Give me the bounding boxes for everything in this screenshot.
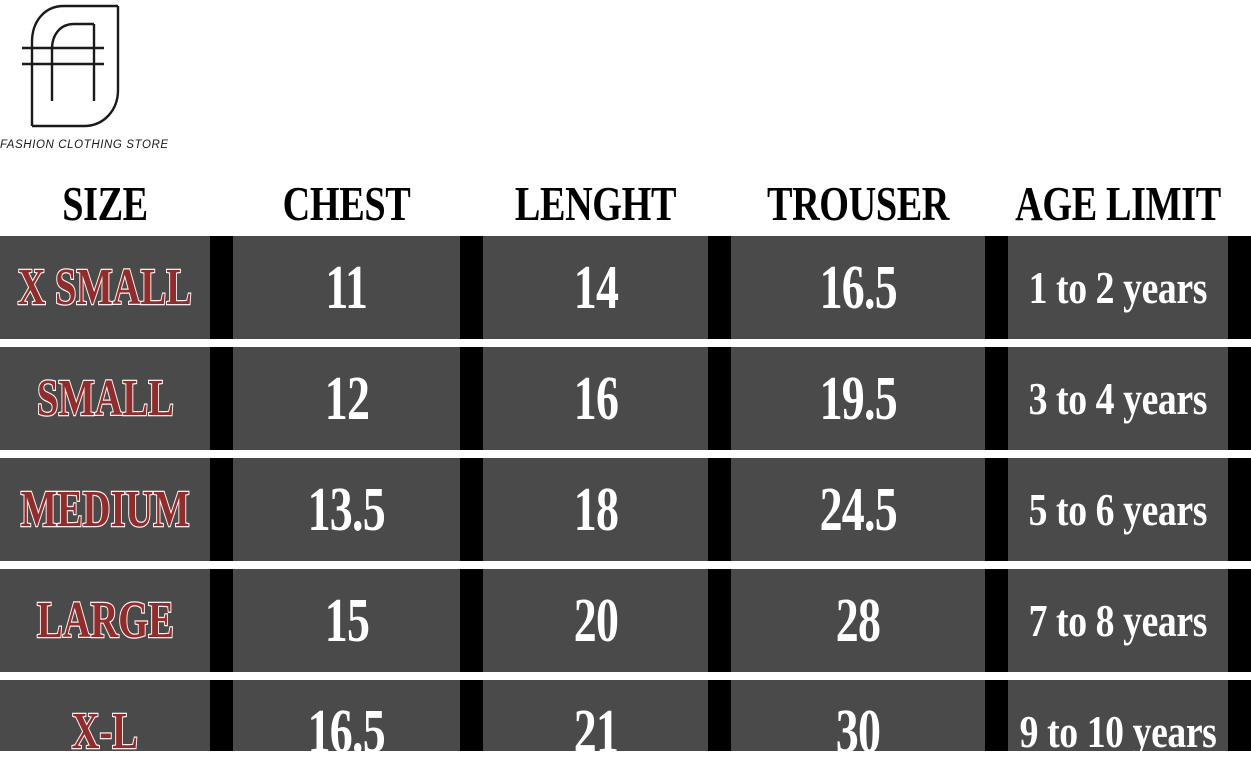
cell-size: SMALL xyxy=(0,347,210,450)
cell-size: X-L xyxy=(0,680,210,758)
column-header-trouser: TROUSER xyxy=(766,176,950,231)
cell-age: 5 to 6 years xyxy=(1008,458,1228,561)
brand-name: FASHION CLOTHING STORE xyxy=(0,139,169,151)
column-separator xyxy=(1228,569,1251,672)
column-separator xyxy=(985,680,1008,758)
row-band xyxy=(0,236,1251,339)
monogram-logo-icon xyxy=(18,2,144,130)
column-separator xyxy=(985,458,1008,561)
column-header-size: SIZE xyxy=(62,176,148,231)
footer-strip xyxy=(0,751,1251,758)
cell-chest: 11 xyxy=(233,236,460,339)
cell-chest-text: 11 xyxy=(325,253,369,322)
cell-size: MEDIUM xyxy=(0,458,210,561)
cell-age: 9 to 10 years xyxy=(1008,680,1228,758)
cell-chest: 13.5 xyxy=(233,458,460,561)
cell-trouser-text: 30 xyxy=(835,697,881,758)
cell-length: 21 xyxy=(483,680,708,758)
cell-trouser: 24.5 xyxy=(731,458,985,561)
cell-size-text: SMALL xyxy=(36,369,175,427)
table-row: SMALL 12 16 19.5 3 to 4 years xyxy=(0,347,1251,450)
cell-length: 18 xyxy=(483,458,708,561)
cell-length-text: 16 xyxy=(573,364,618,433)
column-separator xyxy=(708,680,731,758)
cell-chest-text: 16.5 xyxy=(307,697,386,758)
cell-age: 3 to 4 years xyxy=(1008,347,1228,450)
cell-size-text: X SMALL xyxy=(17,258,193,316)
column-separator xyxy=(210,458,233,561)
row-band xyxy=(0,569,1251,672)
cell-length: 16 xyxy=(483,347,708,450)
table-row: LARGE 15 20 28 7 to 8 years xyxy=(0,569,1251,672)
cell-size: X SMALL xyxy=(0,236,210,339)
cell-chest-text: 15 xyxy=(324,586,369,655)
row-band xyxy=(0,680,1251,758)
column-separator xyxy=(708,236,731,339)
cell-chest: 15 xyxy=(233,569,460,672)
column-separator xyxy=(210,569,233,672)
cell-age: 1 to 2 years xyxy=(1008,236,1228,339)
cell-chest-text: 12 xyxy=(324,364,369,433)
column-separator xyxy=(1228,680,1251,758)
column-separator xyxy=(708,569,731,672)
column-separator xyxy=(460,236,483,339)
table-row: X-L 16.5 21 30 9 to 10 years xyxy=(0,680,1251,758)
column-separator xyxy=(708,458,731,561)
cell-trouser-text: 24.5 xyxy=(819,475,897,544)
brand-block: FASHION CLOTHING STORE xyxy=(0,0,200,158)
column-separator xyxy=(460,458,483,561)
column-separator xyxy=(210,347,233,450)
cell-size-text: X-L xyxy=(71,702,139,758)
table-row: X SMALL 11 14 16.5 1 to 2 years xyxy=(0,236,1251,339)
cell-age: 7 to 8 years xyxy=(1008,569,1228,672)
cell-size-text: LARGE xyxy=(36,591,175,649)
column-separator xyxy=(1228,347,1251,450)
column-separator xyxy=(460,347,483,450)
cell-length-text: 14 xyxy=(573,253,618,322)
cell-size-text: MEDIUM xyxy=(20,480,191,538)
column-separator xyxy=(1228,458,1251,561)
cell-age-text: 3 to 4 years xyxy=(1028,372,1208,424)
column-header-chest: CHEST xyxy=(282,176,411,231)
cell-trouser-text: 16.5 xyxy=(819,253,897,322)
column-separator xyxy=(708,347,731,450)
column-separator xyxy=(460,680,483,758)
cell-size: LARGE xyxy=(0,569,210,672)
column-header-length: LENGHT xyxy=(514,176,677,231)
cell-length-text: 18 xyxy=(573,475,618,544)
cell-length-text: 21 xyxy=(573,697,618,758)
table-row: MEDIUM 13.5 18 24.5 5 to 6 years xyxy=(0,458,1251,561)
cell-chest: 16.5 xyxy=(233,680,460,758)
row-band xyxy=(0,347,1251,450)
cell-trouser-text: 19.5 xyxy=(819,364,897,433)
cell-trouser: 28 xyxy=(731,569,985,672)
column-separator xyxy=(460,569,483,672)
cell-age-text: 5 to 6 years xyxy=(1028,483,1208,535)
cell-age-text: 9 to 10 years xyxy=(1019,705,1217,757)
cell-age-text: 7 to 8 years xyxy=(1028,594,1208,646)
cell-chest-text: 13.5 xyxy=(307,475,386,544)
column-separator xyxy=(985,236,1008,339)
cell-chest: 12 xyxy=(233,347,460,450)
column-separator xyxy=(210,680,233,758)
column-separator xyxy=(985,569,1008,672)
cell-length: 20 xyxy=(483,569,708,672)
cell-length-text: 20 xyxy=(573,586,618,655)
cell-trouser: 30 xyxy=(731,680,985,758)
column-header-age: AGE LIMIT xyxy=(1015,176,1221,231)
column-separator xyxy=(1228,236,1251,339)
cell-length: 14 xyxy=(483,236,708,339)
column-separator xyxy=(985,347,1008,450)
table-header-row: SIZE CHEST LENGHT TROUSER AGE LIMIT xyxy=(0,160,1251,236)
cell-trouser: 16.5 xyxy=(731,236,985,339)
cell-trouser: 19.5 xyxy=(731,347,985,450)
row-band xyxy=(0,458,1251,561)
column-separator xyxy=(210,236,233,339)
cell-age-text: 1 to 2 years xyxy=(1028,261,1208,313)
size-chart-table: SIZE CHEST LENGHT TROUSER AGE LIMIT X SM… xyxy=(0,160,1251,758)
cell-trouser-text: 28 xyxy=(835,586,881,655)
